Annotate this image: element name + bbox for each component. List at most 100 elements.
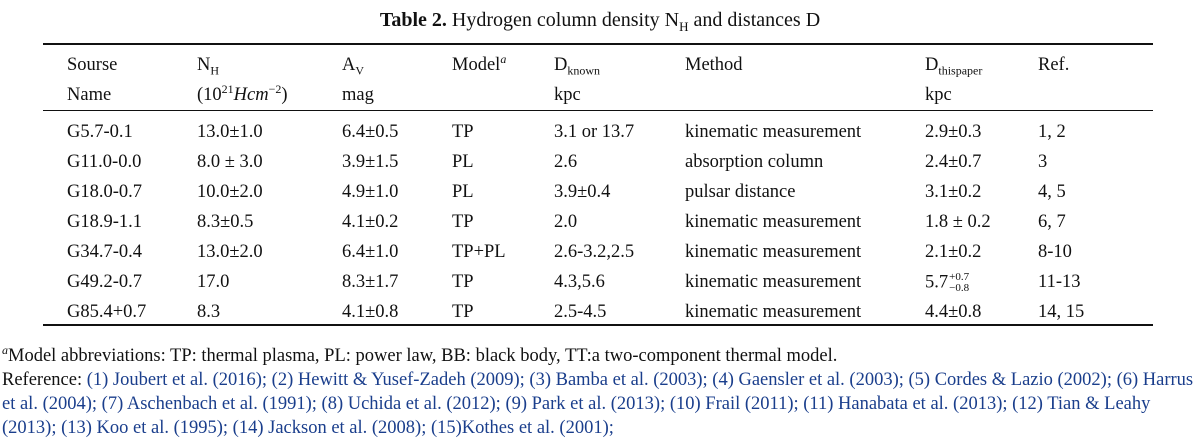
reference-list: Reference: (1) Joubert et al. (2016); (2… bbox=[2, 368, 1198, 440]
cell-av: 8.3±1.7 bbox=[342, 272, 399, 293]
cell-ref: 8-10 bbox=[1038, 241, 1072, 262]
cell-model: TP bbox=[452, 121, 474, 142]
table-row: G49.2-0.7 17.0 8.3±1.7 TP 4.3,5.6 kinema… bbox=[43, 267, 1153, 297]
nh-unit-exp2: −2 bbox=[268, 81, 282, 96]
cell-ref: 4, 5 bbox=[1038, 181, 1066, 202]
cell-model: TP bbox=[452, 302, 474, 323]
cell-dknown: 2.6 bbox=[554, 151, 578, 172]
cell-method: kinematic measurement bbox=[685, 241, 862, 262]
header-dknown-sub: known bbox=[567, 63, 601, 78]
cell-method: kinematic measurement bbox=[685, 272, 862, 293]
cell-dthis: 2.9±0.3 bbox=[925, 121, 982, 142]
table-row: G18.0-0.7 10.0±2.0 4.9±1.0 PL 3.9±0.4 pu… bbox=[43, 177, 1153, 207]
cell-dthis-down: −0.8 bbox=[949, 281, 970, 294]
cell-source: G5.7-0.1 bbox=[67, 121, 133, 142]
header-dthis-unit: kpc bbox=[925, 84, 952, 105]
nh-unit-pre: (10 bbox=[197, 84, 222, 105]
header-model: Modela bbox=[452, 50, 554, 80]
cell-ref: 11-13 bbox=[1038, 272, 1081, 293]
cell-method: kinematic measurement bbox=[685, 211, 862, 232]
cell-model: TP bbox=[452, 211, 474, 232]
table-row: G85.4+0.7 8.3 4.1±0.8 TP 2.5-4.5 kinemat… bbox=[43, 298, 1153, 328]
header-spacer bbox=[43, 110, 1153, 117]
table-caption-sub: H bbox=[679, 19, 689, 34]
cell-dknown: 2.0 bbox=[554, 211, 578, 232]
header-nh-unit: (1021Hcm−2) bbox=[197, 80, 342, 110]
cell-dthis: 2.1±0.2 bbox=[925, 241, 982, 262]
cell-dthis-asym-error: +0.7 −0.8 bbox=[949, 271, 970, 294]
header-dthis-sub: thispaper bbox=[938, 63, 983, 78]
cell-dthis: 3.1±0.2 bbox=[925, 181, 982, 202]
table-row: G34.7-0.4 13.0±2.0 6.4±1.0 TP+PL 2.6-3.2… bbox=[43, 237, 1153, 267]
cell-dthis-base: 5.7 bbox=[925, 271, 949, 292]
header-av-base: A bbox=[342, 54, 356, 75]
cell-ref: 6, 7 bbox=[1038, 211, 1066, 232]
table-caption-label: Table 2. bbox=[379, 9, 447, 31]
table-row: G18.9-1.1 8.3±0.5 4.1±0.2 TP 2.0 kinemat… bbox=[43, 207, 1153, 237]
footnote-text: Model abbreviations: TP: thermal plasma,… bbox=[8, 346, 838, 366]
cell-av: 4.1±0.8 bbox=[342, 302, 399, 323]
table-header-rule bbox=[43, 110, 1153, 111]
table-notes: aModel abbreviations: TP: thermal plasma… bbox=[2, 344, 1198, 440]
table-caption-text-end: and distances D bbox=[688, 9, 821, 31]
cell-method: kinematic measurement bbox=[685, 121, 862, 142]
cell-nh: 17.0 bbox=[197, 272, 230, 293]
table-row: G11.0-0.0 8.0 ± 3.0 3.9±1.5 PL 2.6 absor… bbox=[43, 147, 1153, 177]
cell-av: 6.4±0.5 bbox=[342, 121, 399, 142]
table-caption: Table 2. Hydrogen column density NH and … bbox=[0, 8, 1200, 39]
cell-nh: 8.0 ± 3.0 bbox=[197, 151, 263, 172]
header-method-unit bbox=[685, 80, 925, 110]
header-method: Method bbox=[685, 54, 743, 75]
cell-dknown: 2.6-3.2,2.5 bbox=[554, 241, 635, 262]
cell-ref: 1, 2 bbox=[1038, 121, 1066, 142]
header-model-sup: a bbox=[500, 51, 507, 66]
header-model-unit bbox=[452, 80, 554, 110]
header-dknown: Dknown bbox=[554, 50, 685, 80]
cell-method: pulsar distance bbox=[685, 181, 796, 202]
data-table: Sourse NH AV Modela Dknown Method Dthisp… bbox=[43, 50, 1153, 328]
cell-source: G85.4+0.7 bbox=[67, 302, 147, 323]
table-caption-text: Hydrogen column density N bbox=[451, 9, 680, 31]
cell-av: 4.1±0.2 bbox=[342, 211, 399, 232]
cell-nh: 13.0±1.0 bbox=[197, 121, 263, 142]
cell-source: G18.0-0.7 bbox=[67, 181, 143, 202]
header-dknown-unit: kpc bbox=[554, 84, 581, 105]
table-top-rule bbox=[43, 43, 1153, 45]
cell-model: TP bbox=[452, 272, 474, 293]
cell-av: 6.4±1.0 bbox=[342, 241, 399, 262]
reference-label: Reference: bbox=[2, 370, 83, 390]
header-source-name: Name bbox=[67, 84, 112, 105]
footnote-mark: a bbox=[2, 342, 8, 357]
header-spacer-cell bbox=[43, 110, 1153, 117]
cell-av: 4.9±1.0 bbox=[342, 181, 399, 202]
table-row: G5.7-0.1 13.0±1.0 6.4±0.5 TP 3.1 or 13.7… bbox=[43, 117, 1153, 147]
header-nh-base: N bbox=[197, 54, 211, 75]
nh-unit-exp: 21 bbox=[221, 81, 234, 96]
cell-ref: 3 bbox=[1038, 151, 1048, 172]
cell-dthis: 2.4±0.7 bbox=[925, 151, 982, 172]
cell-model: PL bbox=[452, 151, 474, 172]
cell-model: PL bbox=[452, 181, 474, 202]
header-row-2: Name (1021Hcm−2) mag kpc kpc bbox=[43, 80, 1153, 110]
reference-text: (1) Joubert et al. (2016); (2) Hewitt & … bbox=[2, 370, 1194, 438]
cell-model: TP+PL bbox=[452, 241, 506, 262]
header-dknown-base: D bbox=[554, 54, 568, 75]
cell-source: G49.2-0.7 bbox=[67, 272, 143, 293]
nh-unit-post: ) bbox=[281, 84, 288, 105]
header-av: AV bbox=[342, 50, 452, 80]
cell-dthis: 4.4±0.8 bbox=[925, 302, 982, 323]
cell-source: G34.7-0.4 bbox=[67, 241, 143, 262]
cell-dknown: 4.3,5.6 bbox=[554, 272, 605, 293]
nh-unit-mid: Hcm bbox=[233, 84, 269, 105]
header-dthis: Dthispaper bbox=[925, 50, 1038, 80]
header-av-unit: mag bbox=[342, 84, 374, 105]
cell-dthis: 5.7 +0.7 −0.8 bbox=[925, 267, 1038, 297]
header-ref: Ref. bbox=[1038, 54, 1070, 75]
header-ref-unit bbox=[1038, 80, 1153, 110]
cell-dthis: 1.8 ± 0.2 bbox=[925, 211, 991, 232]
footnote-model-abbreviations: aModel abbreviations: TP: thermal plasma… bbox=[2, 344, 1198, 368]
cell-ref: 14, 15 bbox=[1038, 302, 1085, 323]
header-source: Sourse bbox=[67, 54, 118, 75]
header-dthis-base: D bbox=[925, 54, 939, 75]
cell-dknown: 2.5-4.5 bbox=[554, 302, 607, 323]
